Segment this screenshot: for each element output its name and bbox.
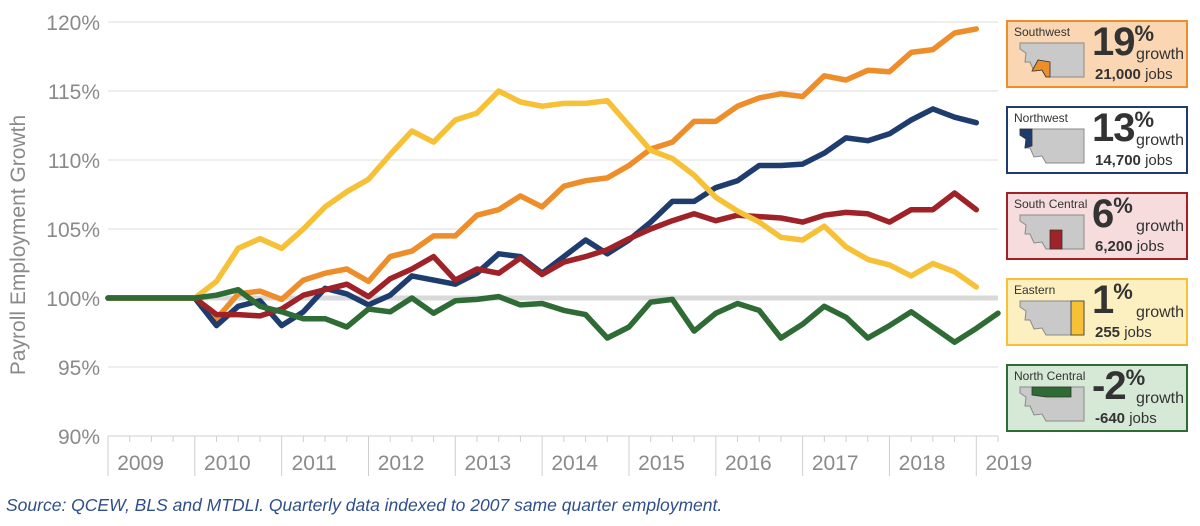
region-highlight <box>1070 300 1085 336</box>
x-tick-label: 2009 <box>117 452 164 475</box>
y-tick-label: 110% <box>48 150 100 173</box>
legend-jobs: 6,200 jobs <box>1095 238 1165 255</box>
x-tick-label: 2015 <box>638 452 685 475</box>
series-line-southwest <box>105 26 980 322</box>
legend-growth-percent: 1% <box>1092 278 1133 322</box>
legend-growth-word: growth <box>1136 132 1185 149</box>
legend-box-eastern: Eastern 1% growth 255 jobs <box>1006 278 1188 346</box>
legend-box-north-central: North Central -2% growth -640 jobs <box>1006 364 1188 432</box>
y-tick-label: 100% <box>46 288 100 311</box>
region-map-icon <box>1019 386 1085 422</box>
x-tick-label: 2010 <box>204 452 251 475</box>
legend-growth-word: growth <box>1136 304 1185 321</box>
legend-jobs: -640 jobs <box>1095 410 1157 427</box>
series-line-north-central <box>105 286 1001 345</box>
legend-region-name: Northwest <box>1014 111 1069 125</box>
legend-growth-percent: -2% <box>1092 364 1145 408</box>
legend-region-name: North Central <box>1014 369 1086 383</box>
legend-region-name: Southwest <box>1014 25 1071 39</box>
y-tick-label: 95% <box>58 357 100 380</box>
legend-growth-percent: 6% <box>1092 192 1133 236</box>
y-tick-label: 90% <box>58 426 100 449</box>
y-tick-label: 120% <box>46 12 100 35</box>
legend-region-name: Eastern <box>1014 283 1056 297</box>
y-axis-ticks: 90% 95% 100% 105% 110% 115% 120% <box>46 12 100 449</box>
x-tick-label: 2014 <box>551 452 598 475</box>
legend-box-south-central: South Central 6% growth 6,200 jobs <box>1006 192 1188 260</box>
series-line-south-central <box>105 190 980 319</box>
y-tick-label: 115% <box>48 81 100 104</box>
x-tick-label: 2016 <box>725 452 772 475</box>
y-axis-title: Payroll Employment Growth <box>7 115 30 375</box>
region-highlight <box>1031 59 1051 78</box>
series-line-eastern <box>105 88 980 301</box>
series-layer <box>105 26 1001 345</box>
legend-box-southwest: Southwest 19% growth 21,000 jobs <box>1006 20 1188 88</box>
legend-region-name: South Central <box>1014 197 1088 211</box>
region-highlight <box>1049 229 1063 250</box>
source-note: Source: QCEW, BLS and MTDLI. Quarterly d… <box>6 495 723 515</box>
x-tick-label: 2019 <box>985 452 1032 475</box>
region-map-icon <box>1019 300 1085 336</box>
region-map-icon <box>1019 42 1085 78</box>
state-outline <box>1019 42 1085 78</box>
x-tick-label: 2013 <box>465 452 512 475</box>
gridlines <box>108 21 998 437</box>
legend-growth-word: growth <box>1136 46 1185 63</box>
region-highlight <box>1019 128 1033 149</box>
x-tick-label: 2018 <box>899 452 946 475</box>
x-tick-label: 2012 <box>378 452 425 475</box>
legend-jobs: 14,700 jobs <box>1095 152 1173 169</box>
region-map-icon <box>1019 214 1085 250</box>
x-tick-label: 2011 <box>292 452 337 475</box>
legend-growth-percent: 19% <box>1092 20 1154 64</box>
region-highlight <box>1031 386 1072 398</box>
legend-growth-word: growth <box>1136 390 1185 407</box>
legend-growth-percent: 13% <box>1092 106 1154 150</box>
region-map-icon <box>1019 128 1085 164</box>
legend-jobs: 21,000 jobs <box>1095 66 1173 83</box>
x-tick-label: 2017 <box>812 452 859 475</box>
legend-growth-word: growth <box>1136 218 1185 235</box>
y-tick-label: 105% <box>46 219 100 242</box>
legend-box-northwest: Northwest 13% growth 14,700 jobs <box>1006 106 1188 174</box>
legend-jobs: 255 jobs <box>1095 324 1152 341</box>
x-axis: 2009 2010 2011 2012 2013 2014 2015 2016 2017 2018… <box>107 435 1032 476</box>
